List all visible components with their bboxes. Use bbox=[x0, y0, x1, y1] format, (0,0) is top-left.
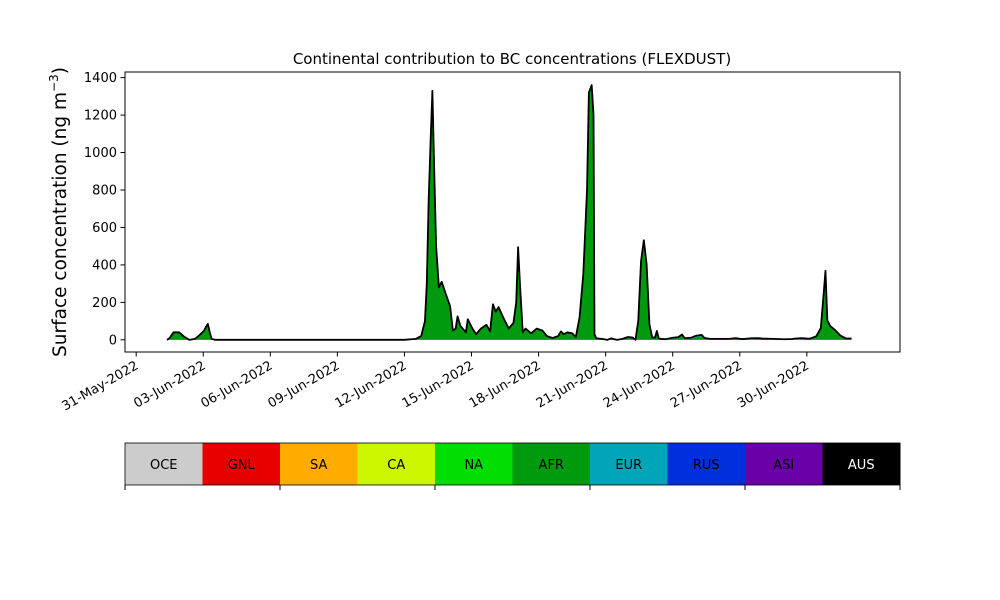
legend-label-oce: OCE bbox=[150, 458, 178, 473]
legend-swatch-gnl bbox=[202, 443, 281, 485]
legend-label-gnl: GNL bbox=[228, 458, 256, 473]
x-tick-label: 21-Jun-2022 bbox=[534, 358, 611, 411]
legend-label-eur: EUR bbox=[615, 458, 642, 473]
legend-swatch-aus bbox=[822, 443, 901, 485]
legend-swatch-afr bbox=[512, 443, 591, 485]
x-tick-label: 18-Jun-2022 bbox=[467, 358, 544, 411]
area-eur bbox=[166, 85, 852, 340]
y-tick-label: 600 bbox=[92, 221, 117, 236]
legend-swatch-oce bbox=[125, 443, 203, 485]
legend-label-afr: AFR bbox=[539, 458, 564, 473]
y-axis-label-superscript: −3 bbox=[47, 74, 61, 92]
y-tick-label: 1400 bbox=[84, 71, 117, 86]
y-tick-label: 200 bbox=[92, 296, 117, 311]
x-tick-label: 06-Jun-2022 bbox=[198, 358, 275, 411]
y-tick-label: 1200 bbox=[84, 109, 117, 124]
legend-label-rus: RUS bbox=[693, 458, 720, 473]
plot-frame bbox=[124, 71, 901, 353]
y-tick-label: 800 bbox=[92, 183, 117, 198]
series-areas bbox=[166, 85, 852, 340]
x-tick-label: 09-Jun-2022 bbox=[266, 358, 343, 411]
legend-swatch-na bbox=[435, 443, 513, 485]
x-tick-label: 15-Jun-2022 bbox=[400, 358, 477, 411]
y-tick-label: 0 bbox=[109, 333, 117, 348]
y-tick-label: 400 bbox=[92, 258, 117, 273]
legend-swatch-sa bbox=[280, 443, 358, 485]
legend-swatch-eur bbox=[590, 443, 668, 485]
legend-label-aus: AUS bbox=[848, 458, 875, 473]
x-tick-label: 27-Jun-2022 bbox=[668, 358, 745, 411]
x-tick-label: 24-Jun-2022 bbox=[601, 358, 678, 411]
x-tick-label: 31-May-2022 bbox=[59, 358, 141, 414]
y-axis-label-close: ) bbox=[50, 67, 71, 74]
total-concentration-line bbox=[166, 84, 852, 341]
region-colorbar-legend: OCE GNL SA CA NA AFR EUR RUS ASI AUS bbox=[124, 442, 901, 490]
x-axis: 31-May-202203-Jun-202206-Jun-202209-Jun-… bbox=[59, 352, 812, 414]
y-axis-label-main: Surface concentration (ng m bbox=[50, 92, 71, 357]
x-tick-label: 30-Jun-2022 bbox=[735, 358, 812, 411]
legend-label-asi: ASI bbox=[773, 458, 794, 473]
legend-swatch-rus bbox=[667, 443, 746, 485]
legend-label-ca: CA bbox=[387, 458, 405, 473]
legend-frame bbox=[124, 442, 901, 486]
y-axis-label: Surface concentration (ng m−3) bbox=[47, 67, 71, 357]
legend-label-sa: SA bbox=[310, 458, 327, 473]
y-axis: 0 200 400 600 800 1000 1200 1400 bbox=[84, 71, 125, 348]
legend-swatch-ca bbox=[357, 443, 436, 485]
x-tick-label: 12-Jun-2022 bbox=[333, 358, 410, 411]
y-tick-label: 1000 bbox=[84, 146, 117, 161]
chart-title: Continental contribution to BC concentra… bbox=[293, 50, 731, 68]
legend-label-na: NA bbox=[464, 458, 483, 473]
area-afr bbox=[166, 85, 852, 340]
legend-swatch-asi bbox=[745, 443, 823, 485]
x-tick-label: 03-Jun-2022 bbox=[131, 358, 208, 411]
